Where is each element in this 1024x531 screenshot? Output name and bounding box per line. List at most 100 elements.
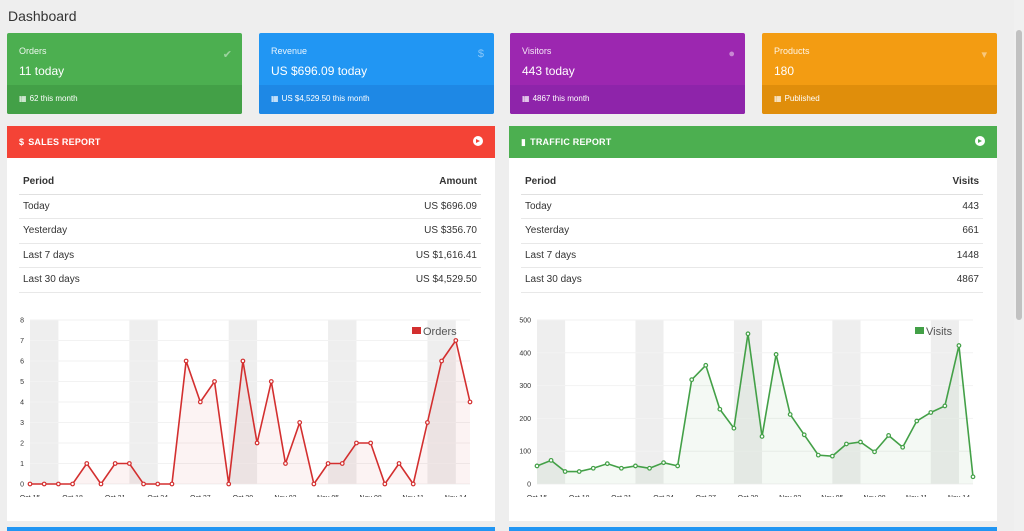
y-tick-label: 4 [20,400,24,407]
table-row: Last 30 days US $4,529.50 [19,267,481,293]
x-tick-label: Oct 27 [695,495,716,497]
expand-icon[interactable] [975,136,985,146]
data-point [70,481,75,487]
table-row: Today US $696.09 [19,194,481,219]
data-point [604,461,610,467]
data-point [745,331,751,337]
x-tick-label: Oct 21 [611,495,632,497]
sales-report-title: SALES REPORT [28,137,101,147]
visits-chart: 0 100 200 300 400 500 Oct 15 Oct 18 Oct 21 Oct 24… [519,318,976,497]
y-tick-label: 0 [527,482,531,489]
products-footer: Published [784,94,820,103]
bar-chart-icon: ▮ [521,137,527,147]
data-point [562,469,568,474]
data-point [900,444,906,450]
products-card[interactable]: Products 180 ▾ ▦ Published [762,33,997,114]
x-tick-label: Nov 08 [863,495,885,497]
visitors-card[interactable]: Visitors 443 today ● ▦ 4867 this month [510,33,745,114]
revenue-footer: US $4,529.50 this month [281,94,370,103]
visits-cell: 4867 [822,267,983,293]
scrollbar[interactable] [1014,0,1024,531]
table-row: Last 7 days US $1,616.41 [19,243,481,268]
period-cell: Last 30 days [521,267,823,293]
x-tick-label: Nov 05 [821,495,843,497]
visitors-value: 443 today [522,64,575,78]
weekend-band [832,320,861,484]
data-point [858,439,863,445]
y-tick-label: 300 [519,383,531,390]
orders-card[interactable]: Orders 11 today ✔ ▦ 62 this month [7,33,242,114]
table-icon: ▦ [774,94,782,103]
legend-swatch [915,327,924,334]
visitors-footer: 4867 this month [532,94,590,103]
data-point [970,474,976,480]
table-row: Last 7 days 1448 [521,243,983,268]
x-tick-label: Oct 27 [190,495,211,497]
data-point [759,434,765,439]
sales-report-header[interactable]: $ SALES REPORT [7,126,495,158]
data-point [801,432,807,438]
data-point [689,377,695,383]
data-point [872,449,877,455]
data-point [703,362,709,368]
data-point [576,469,582,474]
data-point [55,481,61,487]
legend-label: Visits [926,326,953,338]
x-tick-label: Nov 14 [948,495,970,497]
data-point [717,406,723,412]
x-tick-label: Oct 24 [653,495,674,497]
table-row: Yesterday US $356.70 [19,218,481,244]
traffic-report-header[interactable]: ▮ TRAFFIC REPORT [509,126,997,158]
weekend-band [930,320,959,484]
weekend-band [635,320,664,484]
revenue-label: Revenue [271,46,308,56]
orders-value: 11 today [19,64,65,78]
data-point [787,412,793,417]
data-point [633,463,638,469]
visits-cell: 443 [822,194,983,219]
x-tick-label: Oct 21 [105,495,126,497]
calendar-icon: ▦ [271,94,279,103]
data-point [815,452,821,458]
data-point [41,481,47,487]
legend-swatch [412,327,421,334]
y-tick-label: 5 [20,379,24,386]
period-cell: Last 7 days [19,243,243,268]
dollar-icon: $ [19,137,25,147]
column-header: Period [19,170,243,195]
y-tick-label: 1 [20,461,24,468]
next-panel-edge [509,527,997,531]
amount-cell: US $356.70 [242,218,481,244]
data-point [618,465,624,471]
period-cell: Yesterday [521,218,823,244]
data-point [325,461,331,466]
data-point [439,358,445,364]
y-tick-label: 2 [20,441,24,448]
series-line [30,338,471,486]
check-icon: ✔ [222,49,232,61]
visits-cell: 1448 [822,243,983,268]
amount-cell: US $1,616.41 [242,243,481,268]
data-point [647,465,652,471]
scrollbar-thumb[interactable] [1016,30,1022,320]
sales-table: Period Amount Today US $696.09 Yesterday U… [19,170,481,293]
x-tick-label: Oct 15 [527,495,548,497]
orders-footer: 62 this month [29,94,78,103]
orders-chart: 0 1 2 3 4 5 6 7 8 Oct 15 Oct 18 Oct 21 Oct 24 Oct 27 O… [20,318,473,497]
data-point [98,481,104,487]
data-point [382,481,388,487]
data-point [84,461,90,466]
expand-icon[interactable] [473,136,483,146]
data-point [354,440,359,446]
column-header: Period [521,170,823,195]
data-point [425,420,430,425]
x-tick-label: Oct 30 [738,495,759,497]
period-cell: Today [19,194,243,219]
revenue-card[interactable]: Revenue US $696.09 today $ ▦ US $4,529.50… [259,33,494,114]
revenue-value: US $696.09 today [271,64,368,78]
x-tick-label: Oct 24 [147,495,168,497]
column-header: Visits [822,170,983,195]
data-point [548,457,554,463]
data-point [283,461,288,466]
data-point [410,481,416,487]
